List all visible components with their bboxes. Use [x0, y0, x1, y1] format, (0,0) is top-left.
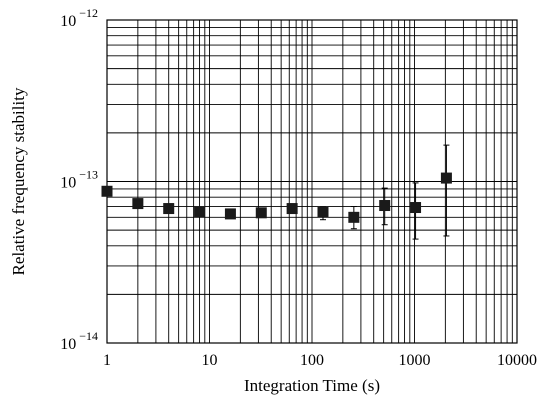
data-point-marker	[132, 198, 144, 210]
data-point-marker	[348, 211, 360, 223]
data-point-marker	[440, 172, 452, 184]
data-point-marker	[317, 206, 329, 218]
y-tick-label: 10 −12	[60, 6, 98, 30]
x-tick-label: 100	[300, 352, 324, 369]
data-point-marker	[286, 203, 298, 215]
data-point-marker	[163, 203, 175, 215]
x-tick-label: 10000	[497, 352, 537, 369]
y-axis-label: Relative frequency stability	[9, 87, 28, 275]
y-tick-label: 10 −13	[60, 168, 98, 192]
data-point-marker	[255, 207, 267, 219]
data-point-marker	[101, 185, 113, 197]
data-point-marker	[194, 206, 206, 218]
y-axis-ticks: 10−14 10−13 10−12	[60, 6, 98, 353]
data-point-marker	[224, 208, 236, 220]
x-tick-label: 10	[202, 352, 218, 369]
data-point-marker	[379, 200, 391, 212]
x-tick-label: 1	[103, 352, 111, 369]
plot-frame	[106, 19, 518, 344]
grid	[107, 20, 517, 343]
data-point-marker	[410, 202, 422, 214]
x-tick-label: 1000	[399, 352, 431, 369]
data-points	[101, 144, 452, 240]
x-axis-ticks: 1 10 100 1000 10000	[103, 352, 537, 369]
x-axis-label: Integration Time (s)	[244, 376, 380, 395]
y-tick-label: 10 −14	[60, 329, 98, 353]
